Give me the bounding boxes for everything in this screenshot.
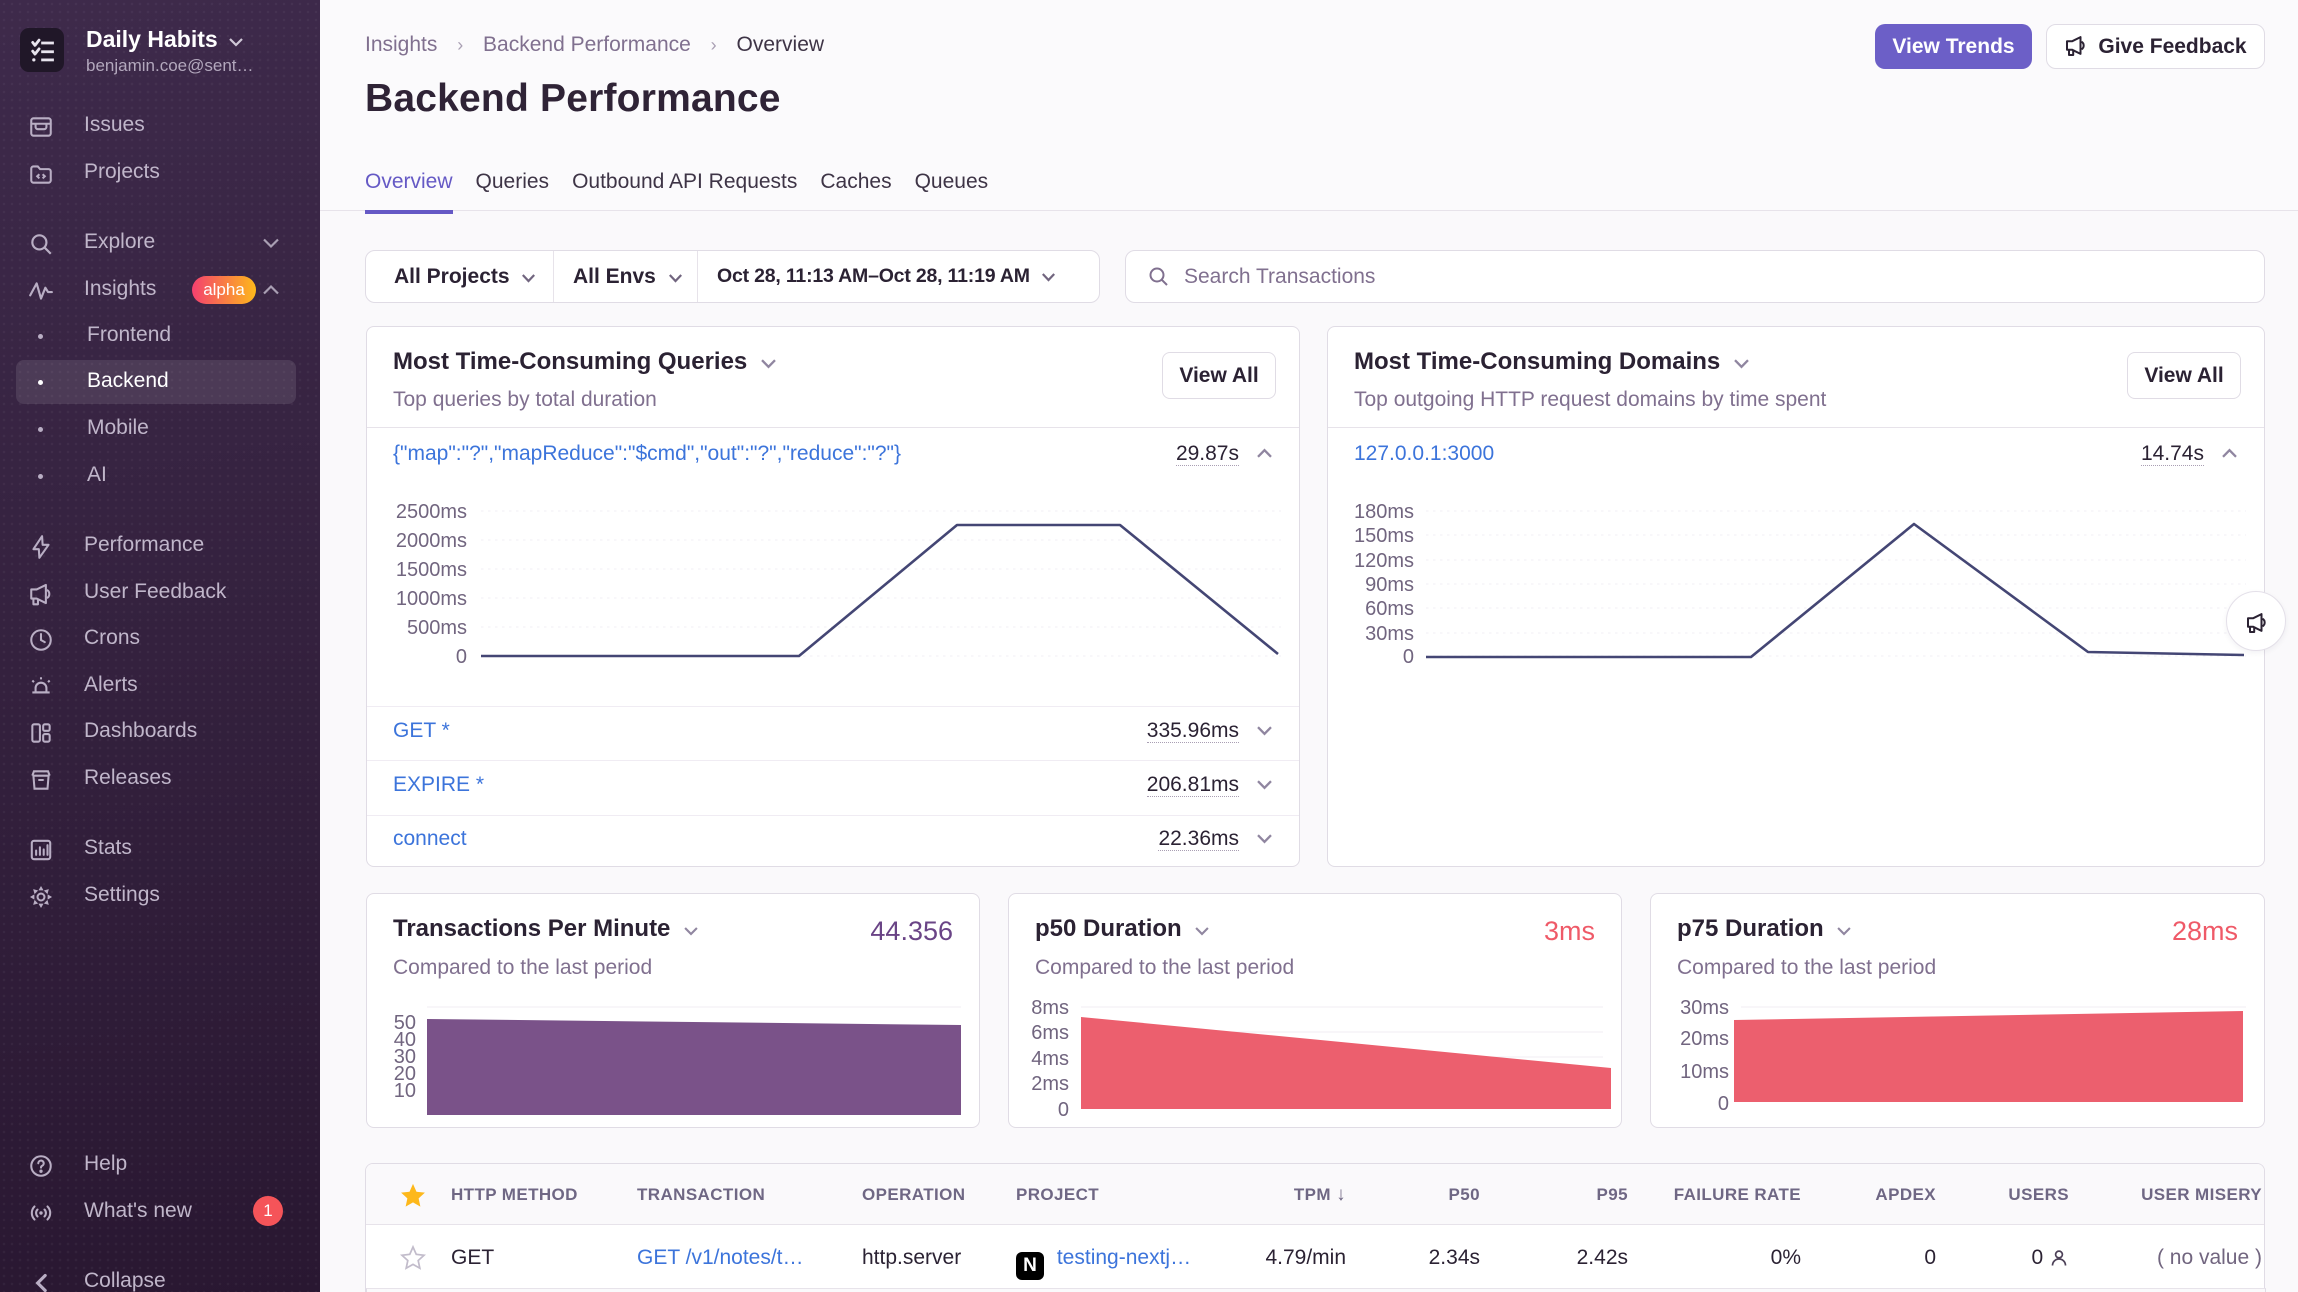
svg-text:0: 0 <box>456 646 467 668</box>
svg-text:8ms: 8ms <box>1031 997 1069 1019</box>
svg-text:2000ms: 2000ms <box>396 530 467 552</box>
svg-text:120ms: 120ms <box>1354 550 1414 572</box>
svg-text:0: 0 <box>1718 1093 1729 1115</box>
svg-text:1000ms: 1000ms <box>396 588 467 610</box>
svg-text:150ms: 150ms <box>1354 525 1414 547</box>
svg-text:90ms: 90ms <box>1365 574 1414 596</box>
svg-text:20ms: 20ms <box>1680 1028 1729 1050</box>
svg-text:1500ms: 1500ms <box>396 559 467 581</box>
svg-text:10ms: 10ms <box>1680 1061 1729 1083</box>
svg-text:30ms: 30ms <box>1680 997 1729 1019</box>
svg-text:60ms: 60ms <box>1365 598 1414 620</box>
svg-text:500ms: 500ms <box>407 617 467 639</box>
svg-text:30: 30 <box>394 1046 416 1068</box>
svg-text:0: 0 <box>1058 1099 1069 1121</box>
svg-text:180ms: 180ms <box>1354 501 1414 523</box>
svg-text:20: 20 <box>394 1063 416 1085</box>
svg-text:2500ms: 2500ms <box>396 501 467 523</box>
svg-text:10: 10 <box>394 1080 416 1102</box>
svg-text:6ms: 6ms <box>1031 1022 1069 1044</box>
svg-text:2ms: 2ms <box>1031 1073 1069 1095</box>
svg-text:50: 50 <box>394 1012 416 1034</box>
svg-text:40: 40 <box>394 1029 416 1051</box>
svg-text:30ms: 30ms <box>1365 623 1414 645</box>
svg-text:0: 0 <box>1403 646 1414 668</box>
svg-text:4ms: 4ms <box>1031 1048 1069 1070</box>
